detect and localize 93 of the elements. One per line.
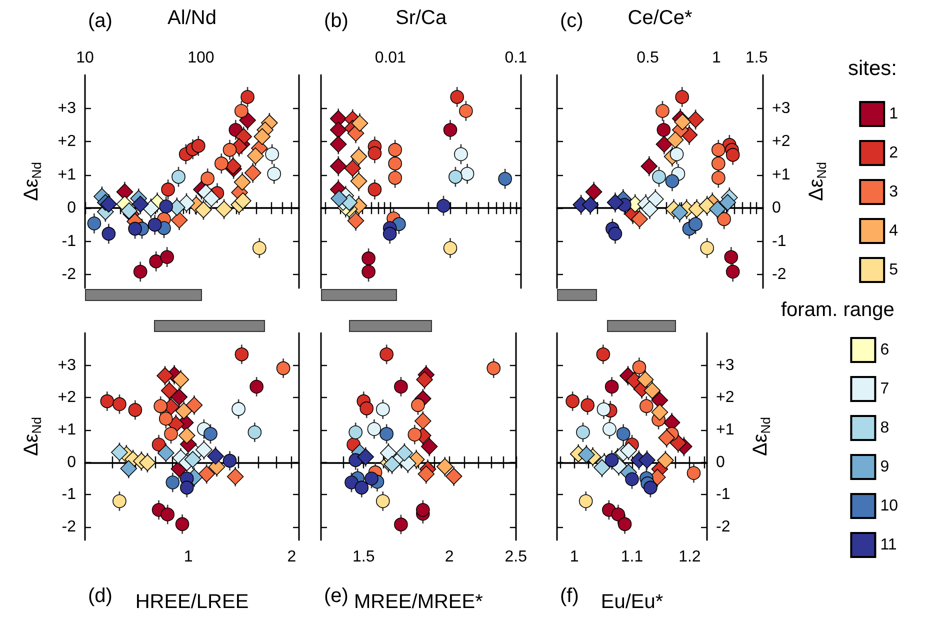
x-axis-title: Sr/Ca	[395, 7, 448, 29]
y-axis-title: ΔεNd	[20, 417, 44, 456]
x-axis-title: Ce/Ce*	[628, 7, 692, 29]
point	[578, 494, 593, 508]
point	[625, 472, 639, 486]
y-tick-label: +2	[58, 133, 76, 150]
y-tick-label: -2	[62, 518, 76, 536]
y-tick-label: +2	[58, 389, 76, 406]
y-tick-label: -1	[62, 486, 76, 504]
point	[658, 429, 676, 446]
legend-label: 4	[889, 222, 898, 240]
point	[611, 508, 626, 522]
point	[594, 459, 610, 476]
y-axis-title: ΔεNd	[806, 162, 829, 201]
legend-label: 6	[880, 342, 890, 358]
point	[580, 398, 594, 412]
y-tick-label: +1	[772, 166, 790, 184]
point	[604, 453, 619, 468]
point	[632, 360, 646, 374]
x-tick-label: 1.5	[352, 548, 375, 566]
y-tick-label: +2	[716, 389, 734, 406]
x-tick-label: 1	[570, 548, 579, 566]
point	[618, 517, 632, 532]
point	[644, 382, 661, 399]
point	[576, 425, 590, 440]
point	[657, 452, 674, 469]
y-tick-label: +3	[772, 100, 790, 117]
legend-label: 11	[880, 536, 897, 554]
point	[670, 434, 687, 452]
y-tick-label: 0	[772, 200, 781, 217]
chart-title: (c)	[560, 10, 584, 32]
text: foram. range	[781, 299, 894, 321]
y-tick-label: -2	[716, 518, 730, 536]
legend-label: 7	[880, 380, 890, 398]
x-tick-label: 1.2	[678, 548, 701, 566]
y-axis-title: ΔεNd	[20, 162, 44, 201]
point	[604, 380, 619, 394]
x-tick-label: 0.1	[504, 50, 528, 66]
y-tick-label: +3	[58, 100, 76, 117]
legend-label: 9	[880, 458, 890, 476]
text: (d)	[88, 585, 112, 607]
y-tick-label: -1	[716, 486, 730, 504]
legend-label: 3	[889, 184, 898, 200]
y-tick-label: -1	[772, 232, 786, 250]
point	[566, 394, 580, 408]
x-tick-label: 1	[712, 50, 721, 66]
x-tick-label: 2	[287, 548, 296, 566]
point	[686, 466, 701, 480]
legend-label: 10	[880, 498, 898, 514]
x-tick-label: 2	[444, 548, 454, 566]
x-tick-label: 10	[76, 50, 94, 66]
point	[578, 446, 595, 464]
point	[596, 347, 610, 362]
point	[644, 480, 658, 494]
point	[596, 402, 611, 416]
y-tick-label: +1	[716, 422, 734, 439]
y-tick-label: +1	[58, 422, 76, 439]
text: (e)	[324, 585, 348, 607]
y-tick-label: 0	[67, 200, 76, 217]
x-axis-title: MREE/MREE*	[354, 591, 484, 613]
x-tick-label: 1.1	[620, 548, 644, 566]
text: (f)	[560, 585, 579, 607]
x-tick-label: 0.01	[374, 50, 406, 66]
legend-label: 1	[889, 106, 898, 122]
y-tick-label: +1	[58, 166, 76, 184]
y-tick-label: -2	[772, 266, 786, 284]
y-tick-label: -2	[62, 266, 76, 284]
y-axis-title: ΔεNd	[750, 417, 773, 456]
y-tick-label: -1	[62, 232, 76, 250]
legend-title: sites:	[848, 57, 897, 80]
point	[640, 399, 654, 413]
y-tick-label: 0	[67, 454, 76, 471]
legend-label: 5	[889, 262, 898, 278]
x-tick-label: 0.5	[636, 50, 659, 66]
point	[651, 404, 668, 421]
y-tick-label: +3	[58, 356, 76, 374]
x-tick-label: 100	[188, 50, 214, 66]
chart-title: (b)	[324, 10, 348, 32]
x-tick-label: 1	[184, 548, 193, 566]
y-tick-label: +3	[716, 356, 734, 374]
x-axis-title: HREE/LREE	[135, 591, 249, 613]
legend-label: 8	[880, 420, 890, 436]
point	[636, 371, 654, 388]
y-tick-label: +2	[772, 133, 790, 150]
point	[616, 427, 630, 441]
x-tick-label: 2.5	[504, 548, 528, 566]
x-tick-label: 1.5	[745, 50, 768, 66]
chart-title: (a)	[88, 10, 112, 32]
legend-label: 2	[889, 144, 898, 162]
x-axis-title: Al/Nd	[168, 7, 216, 29]
x-axis-title: Eu/Eu*	[600, 591, 664, 613]
y-tick-label: 0	[716, 454, 725, 471]
point	[602, 422, 616, 436]
